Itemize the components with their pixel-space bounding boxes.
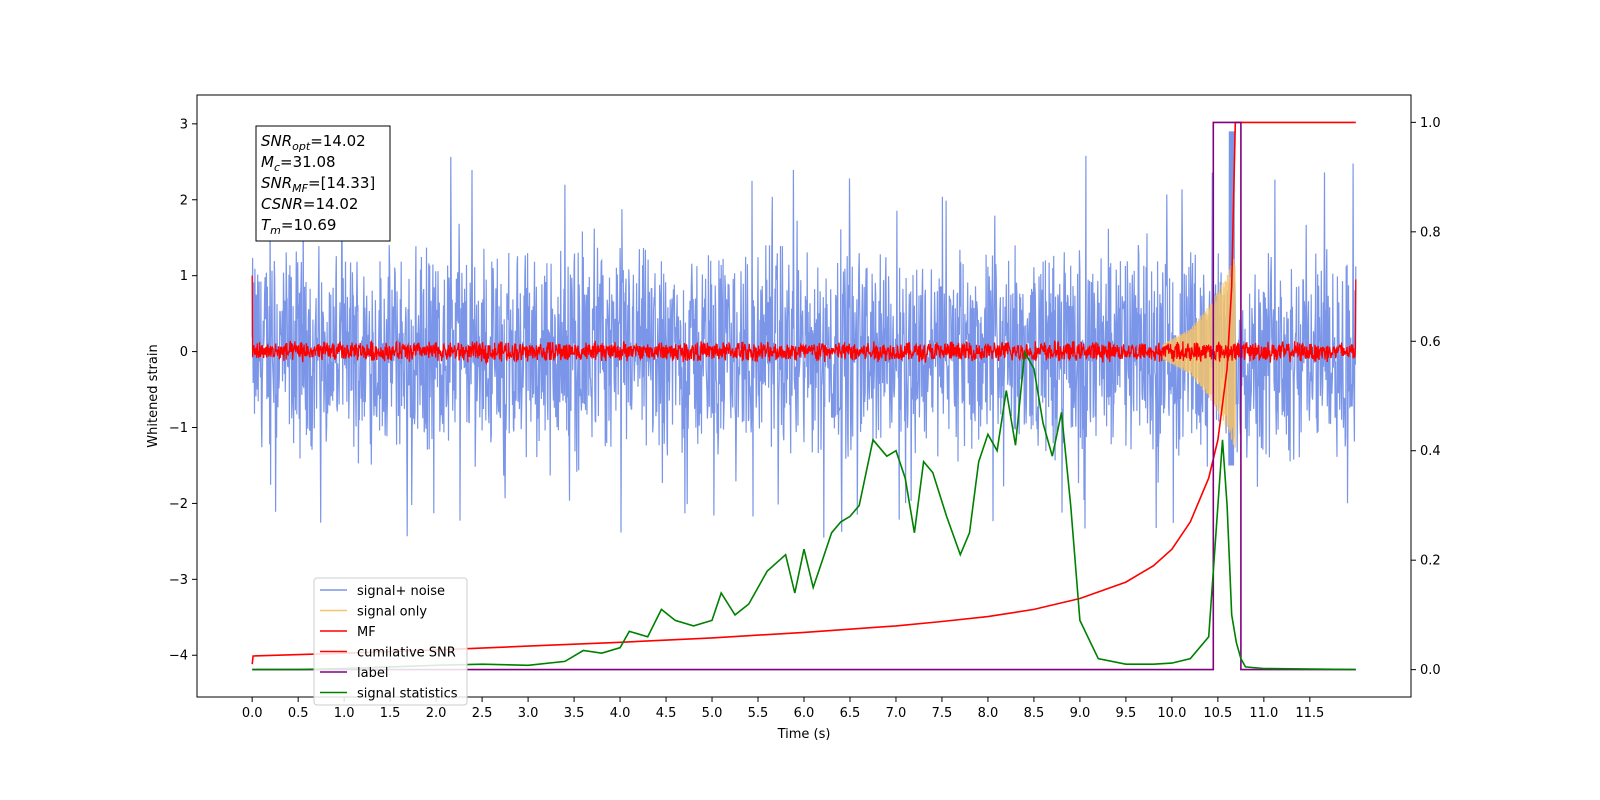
x-tick-label: 1.5 <box>380 706 401 721</box>
y-tick-label: 1 <box>180 269 188 284</box>
y-tick-label: 3 <box>180 117 188 132</box>
annotation-line: CSNR=14.02 <box>261 195 358 213</box>
y2-tick-label: 0.8 <box>1420 225 1441 240</box>
annotation-line: Tm=10.69 <box>261 216 336 237</box>
x-tick-label: 3.5 <box>564 706 585 721</box>
annotation-line: Mc=31.08 <box>261 153 336 174</box>
legend-frame <box>313 577 468 706</box>
legend-label: signal only <box>357 605 427 620</box>
legend-label: cumilative SNR <box>357 646 456 661</box>
x-tick-label: 1.0 <box>334 706 355 721</box>
mf-layer <box>251 275 1357 366</box>
legend-label: signal statistics <box>357 687 458 702</box>
x-tick-label: 3.0 <box>518 706 539 721</box>
y-tick-label: −4 <box>169 649 188 664</box>
y-tick-label: −1 <box>169 421 188 436</box>
y2-tick-label: 1.0 <box>1420 116 1441 131</box>
annotation-frame <box>255 125 391 242</box>
x-tick-label: 5.5 <box>748 706 769 721</box>
x-tick-label: 2.5 <box>472 706 493 721</box>
x-tick-label: 2.0 <box>426 706 447 721</box>
x-tick-label: 0.0 <box>242 706 263 721</box>
x-tick-label: 11.0 <box>1249 706 1278 721</box>
y2-tick-label: 0.4 <box>1420 444 1441 459</box>
legend: signal+ noise signal only MF cumilative SNR… <box>313 577 468 706</box>
y-axis-label: Whitened strain <box>146 344 161 447</box>
x-tick-label: 11.5 <box>1295 706 1324 721</box>
series-signal-statistics <box>252 349 1356 671</box>
x-tick-label: 10.5 <box>1203 706 1232 721</box>
y-tick-label: 2 <box>180 193 188 208</box>
signal-noise-layer <box>251 131 1357 538</box>
x-axis-ticks: 0.0 0.5 1.0 1.5 2.0 2.5 3.0 3.5 4.0 4.5 5.0 5.5 6.0 6… <box>242 697 1324 721</box>
right-axis-series-layer <box>251 121 1356 671</box>
y2-axis-ticks: 1.0 0.8 0.6 0.4 0.2 0.0 <box>1411 116 1441 678</box>
legend-label: signal+ noise <box>357 584 445 599</box>
legend-label: MF <box>357 625 376 640</box>
series-cumilative-snr <box>251 121 1356 665</box>
x-tick-label: 7.0 <box>886 706 907 721</box>
series-signal-noise <box>251 131 1357 538</box>
x-tick-label: 5.0 <box>702 706 723 721</box>
x-tick-label: 4.0 <box>610 706 631 721</box>
series-mf <box>251 275 1357 366</box>
x-tick-label: 9.0 <box>1070 706 1091 721</box>
legend-label: label <box>357 666 388 681</box>
y2-tick-label: 0.6 <box>1420 335 1441 350</box>
x-tick-label: 6.0 <box>794 706 815 721</box>
y-tick-label: 0 <box>180 345 188 360</box>
y-axis-ticks: 3 2 1 0 −1 −2 −3 −4 <box>169 117 197 664</box>
y2-tick-label: 0.0 <box>1420 663 1441 678</box>
x-tick-label: 8.0 <box>978 706 999 721</box>
x-tick-label: 0.5 <box>288 706 309 721</box>
y-tick-label: −3 <box>169 573 188 588</box>
x-tick-label: 6.5 <box>840 706 861 721</box>
x-tick-label: 4.5 <box>656 706 677 721</box>
x-tick-label: 10.0 <box>1157 706 1186 721</box>
annotation-line: SNRopt=14.02 <box>261 132 366 153</box>
x-tick-label: 8.5 <box>1024 706 1045 721</box>
annotation-line: SNRMF=[14.33] <box>261 174 375 195</box>
y-tick-label: −2 <box>169 497 188 512</box>
series-label <box>252 121 1356 671</box>
x-axis-label: Time (s) <box>777 727 831 742</box>
x-tick-label: 7.5 <box>932 706 953 721</box>
x-tick-label: 9.5 <box>1116 706 1137 721</box>
y2-tick-label: 0.2 <box>1420 554 1441 569</box>
snr-annotation-box: SNRopt=14.02Mc=31.08SNRMF=[14.33]CSNR=14… <box>255 125 391 242</box>
